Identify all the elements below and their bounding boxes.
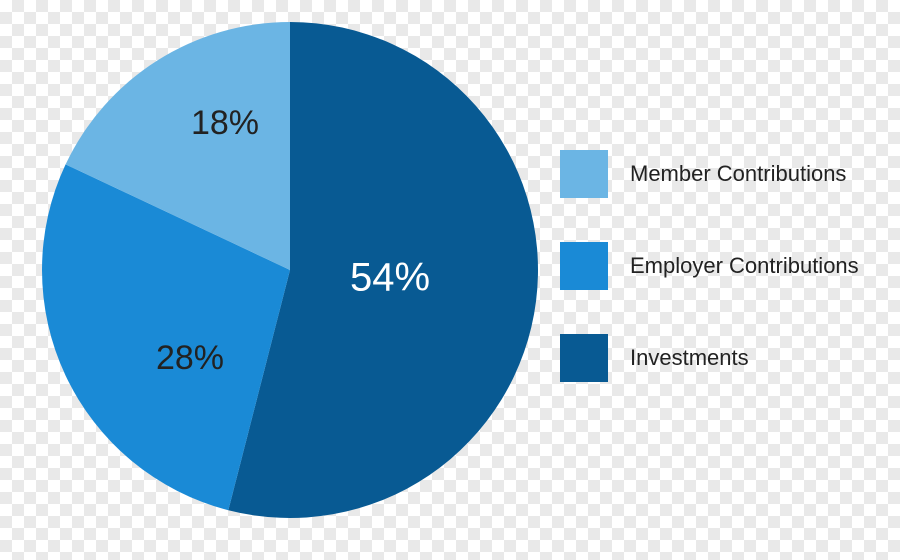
legend-item-employer: Employer Contributions	[560, 242, 880, 290]
chart-stage: 54% 28% 18% Member Contributions Employer C…	[0, 0, 900, 560]
legend-swatch-employer	[560, 242, 608, 290]
legend-item-member: Member Contributions	[560, 150, 880, 198]
legend-swatch-member	[560, 150, 608, 198]
legend: Member Contributions Employer Contributio…	[560, 150, 880, 426]
slice-label-member: 18%	[191, 104, 259, 142]
slice-label-investments: 54%	[350, 256, 430, 300]
legend-label-employer: Employer Contributions	[630, 253, 859, 279]
legend-label-member: Member Contributions	[630, 161, 846, 187]
legend-label-investments: Investments	[630, 345, 749, 371]
slice-label-employer: 28%	[156, 339, 224, 377]
pie-chart: 54% 28% 18%	[40, 20, 540, 520]
pie-slices	[42, 22, 538, 518]
pie-svg: 54% 28% 18%	[40, 20, 540, 520]
legend-item-investments: Investments	[560, 334, 880, 382]
legend-swatch-investments	[560, 334, 608, 382]
